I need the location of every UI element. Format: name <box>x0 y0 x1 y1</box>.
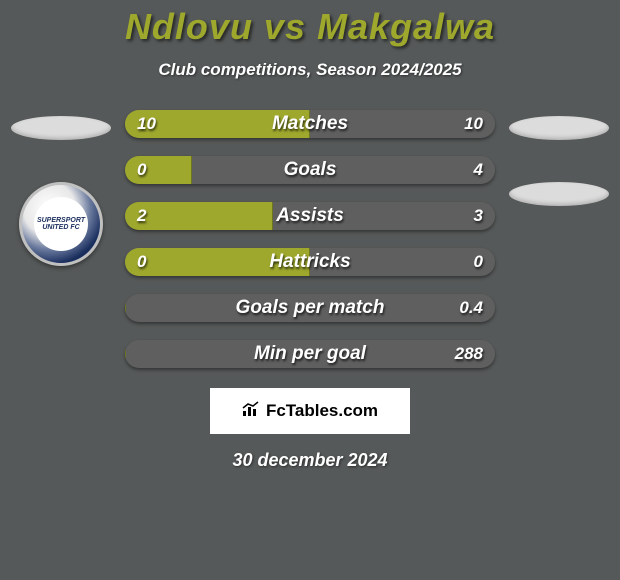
page-title: Ndlovu vs Makgalwa <box>0 0 620 48</box>
left-player-column: SUPERSPORT UNITED FC <box>6 116 116 266</box>
comparison-card: Ndlovu vs Makgalwa Club competitions, Se… <box>0 0 620 580</box>
watermark: FcTables.com <box>210 388 410 434</box>
club-badge-left: SUPERSPORT UNITED FC <box>19 182 103 266</box>
stat-value-right: 3 <box>474 206 483 226</box>
stat-label: Assists <box>125 205 495 227</box>
stats-bars: Matches1010Goals04Assists23Hattricks00Go… <box>125 110 495 368</box>
stat-value-right: 10 <box>464 114 483 134</box>
stat-row: Min per goal288 <box>125 340 495 368</box>
club-badge-label: SUPERSPORT UNITED FC <box>34 197 88 251</box>
stat-value-right: 4 <box>474 160 483 180</box>
stat-row: Goals0 4 <box>125 156 495 184</box>
chart-icon <box>242 401 262 422</box>
stat-label: Goals <box>125 159 495 181</box>
stat-value-left: 2 <box>137 206 146 226</box>
player-placeholder-icon <box>509 116 609 140</box>
stat-value-right: 0.4 <box>459 298 483 318</box>
stat-value-left: 0 <box>137 252 146 272</box>
club-placeholder-icon <box>509 182 609 206</box>
stat-value-left: 0 <box>137 160 146 180</box>
subtitle: Club competitions, Season 2024/2025 <box>0 60 620 80</box>
stat-row: Goals per match0.4 <box>125 294 495 322</box>
stat-label: Hattricks <box>125 251 495 273</box>
stat-value-right: 288 <box>455 344 483 364</box>
stat-value-right: 0 <box>474 252 483 272</box>
stat-row: Matches10 10 <box>125 110 495 138</box>
content-area: SUPERSPORT UNITED FC Matches1010Goals04A… <box>0 110 620 368</box>
stat-label: Matches <box>125 113 495 135</box>
date-label: 30 december 2024 <box>0 450 620 471</box>
stat-row: Assists2 3 <box>125 202 495 230</box>
right-player-column <box>504 116 614 206</box>
stat-value-left: 10 <box>137 114 156 134</box>
watermark-text: FcTables.com <box>266 401 378 421</box>
stat-row: Hattricks0 0 <box>125 248 495 276</box>
stat-label: Min per goal <box>125 343 495 365</box>
stat-label: Goals per match <box>125 297 495 319</box>
player-placeholder-icon <box>11 116 111 140</box>
